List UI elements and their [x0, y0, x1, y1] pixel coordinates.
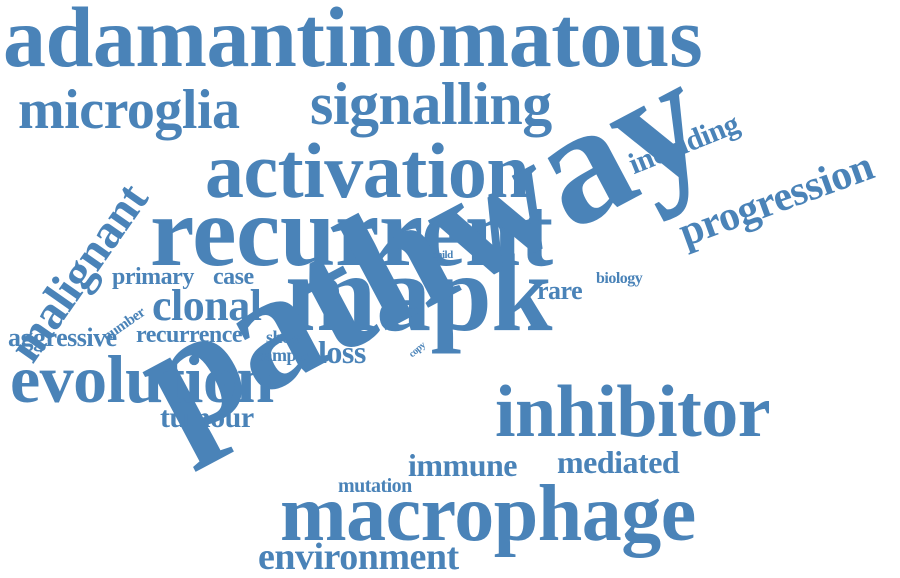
word-evolution: evolution: [10, 341, 274, 417]
word-child: child: [432, 249, 453, 261]
word-macrophage: macrophage: [280, 470, 696, 558]
word-loss: loss: [318, 334, 366, 370]
word-case: case: [213, 264, 254, 290]
word-activation: activation: [205, 127, 530, 214]
word-aggressive: aggressive: [8, 323, 117, 352]
word-recurrent: recurrent: [150, 176, 553, 287]
word-signalling: signalling: [310, 71, 552, 137]
word-tumour: tumour: [160, 401, 254, 434]
word-mapk: mapk: [285, 232, 552, 354]
word-inhibitor: inhibitor: [495, 371, 771, 453]
word-sample: sample: [257, 345, 309, 365]
word-mutation: mutation: [338, 475, 412, 497]
word-biology: biology: [596, 270, 643, 287]
word-environment: environment: [258, 536, 459, 578]
word-mediated: mediated: [557, 444, 680, 480]
word-primary: primary: [112, 264, 194, 290]
word-show: show: [266, 327, 304, 347]
word-adamantinomatous: adamantinomatous: [3, 0, 703, 85]
word-recurrence: recurrence: [136, 322, 243, 348]
word-immune: immune: [408, 447, 518, 483]
word-clonal: clonal: [152, 281, 262, 330]
word-microglia: microglia: [18, 79, 240, 141]
word-rare: rare: [537, 276, 583, 305]
